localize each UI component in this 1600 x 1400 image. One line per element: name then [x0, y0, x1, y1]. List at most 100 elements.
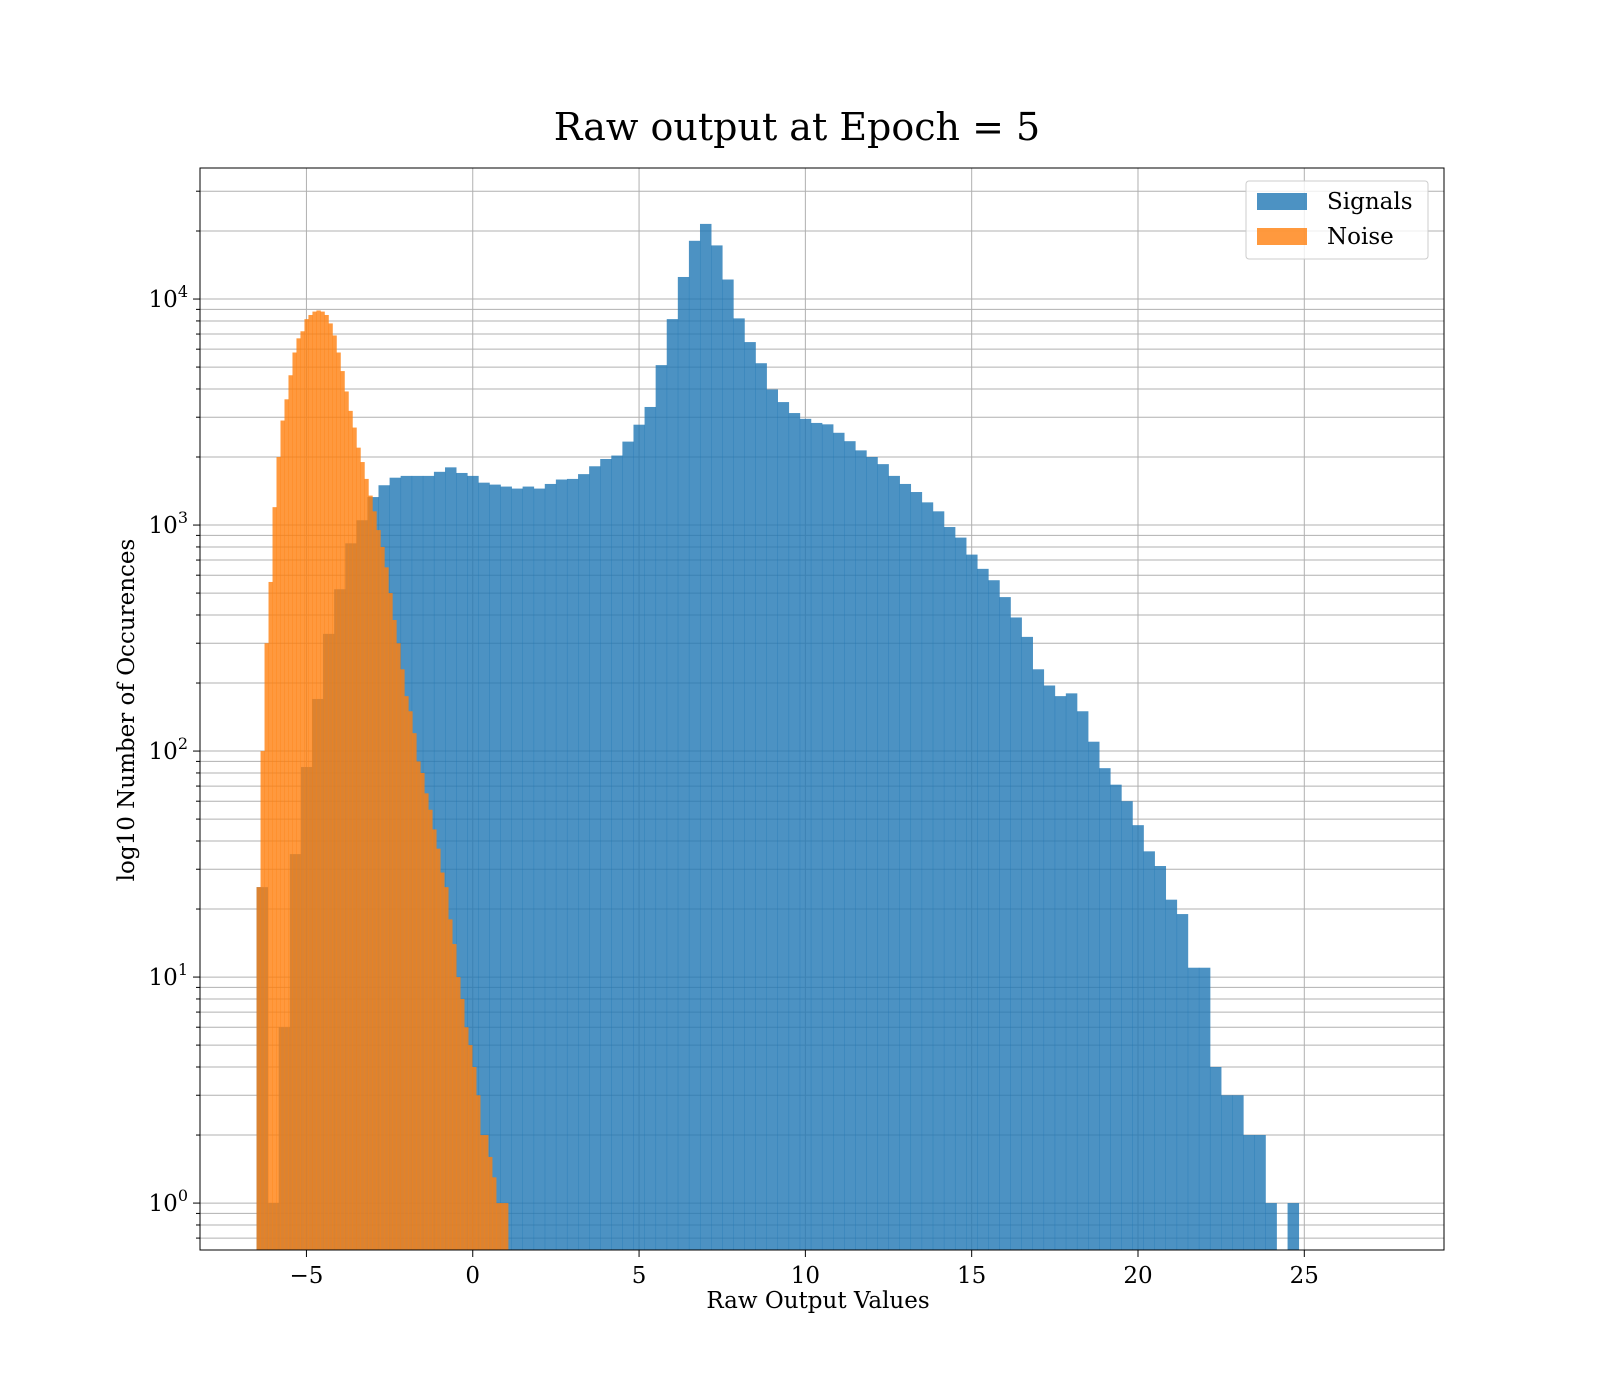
legend-swatch-noise [1257, 228, 1307, 245]
legend: Signals Noise [1245, 180, 1429, 260]
bar-signals [478, 482, 490, 1250]
bar-noise [300, 331, 305, 1251]
bar-signals [888, 475, 900, 1250]
bar-signals [899, 483, 912, 1251]
bar-signals [855, 450, 867, 1250]
bar-noise [376, 530, 381, 1250]
y-axis-ticks: 100 101 102 103 104 [149, 190, 200, 1239]
bar-signals [555, 479, 568, 1251]
y-axis-label: log10 Number of Occurences [114, 539, 140, 882]
bar-noise [496, 1203, 501, 1250]
legend-swatch-signals [1257, 193, 1307, 210]
y-tick-label: 102 [149, 734, 188, 765]
bar-noise [260, 751, 265, 1250]
bar-noise [364, 478, 369, 1250]
bar-noise [348, 410, 353, 1250]
bar-signals [699, 223, 712, 1250]
bar-noise [272, 507, 277, 1250]
bar-signals [1032, 669, 1045, 1250]
bar-noise [380, 546, 385, 1250]
bar-signals [744, 342, 756, 1250]
bar-signals [622, 441, 634, 1250]
bar-signals [943, 527, 956, 1250]
y-tick-label: 104 [149, 282, 188, 313]
bar-signals [766, 389, 778, 1250]
bar-noise [440, 872, 445, 1250]
bar-signals [1209, 1067, 1222, 1250]
bar-signals [511, 488, 524, 1251]
bar-signals [1065, 693, 1078, 1250]
bar-signals [999, 597, 1011, 1250]
bar-signals [688, 240, 701, 1250]
bar-noise [368, 495, 373, 1250]
bar-signals [1099, 768, 1111, 1250]
bar-signals [810, 422, 823, 1251]
bar-noise [288, 375, 293, 1250]
bar-signals [932, 511, 945, 1250]
bar-noise [428, 809, 433, 1250]
bar-noise [448, 919, 453, 1250]
bar-noise [488, 1156, 493, 1250]
bar-noise [388, 593, 393, 1250]
bar-noise [304, 319, 309, 1251]
chart-title: Raw output at Epoch = 5 [554, 105, 1040, 149]
bar-noise [280, 420, 285, 1251]
bar-noise [460, 998, 465, 1250]
bar-signals [666, 319, 679, 1251]
bar-noise [276, 457, 281, 1251]
bar-signals [1187, 967, 1200, 1250]
bar-noise [352, 427, 357, 1250]
bar-noise [404, 696, 409, 1250]
bar-signals [500, 486, 512, 1250]
bar-signals [633, 424, 645, 1250]
bar-signals [788, 413, 801, 1250]
bar-noise [312, 311, 317, 1250]
x-tick-label: −5 [289, 1263, 323, 1289]
bar-signals [1198, 967, 1211, 1250]
bar-noise [320, 311, 325, 1250]
bar-signals [733, 318, 745, 1250]
bar-signals [655, 365, 668, 1250]
bar-noise [424, 793, 429, 1250]
bar-noise [296, 338, 301, 1251]
bar-signals [921, 502, 934, 1250]
bar-signals [799, 418, 812, 1250]
bar-signals [1010, 617, 1022, 1250]
bar-signals [1265, 1203, 1277, 1250]
bar-signals [988, 580, 1000, 1250]
bar-noise [284, 399, 289, 1251]
bar-signals [821, 424, 834, 1250]
legend-label-noise: Noise [1327, 224, 1394, 250]
bar-noise [384, 567, 389, 1250]
bar-signals [1176, 914, 1189, 1250]
x-axis-ticks: −5 0 5 10 15 20 25 [289, 1250, 1319, 1289]
bar-signals [522, 486, 535, 1250]
bar-noise [264, 643, 269, 1250]
noise-series [256, 310, 509, 1251]
bar-signals [844, 441, 856, 1250]
x-tick-label: 10 [791, 1263, 820, 1289]
bar-signals [1287, 1203, 1300, 1250]
bar-signals [966, 554, 978, 1250]
bar-noise [436, 848, 441, 1250]
bar-noise [408, 711, 413, 1250]
bar-signals [467, 475, 479, 1250]
bar-signals [677, 276, 690, 1250]
bar-signals [1143, 851, 1155, 1250]
bar-signals [977, 568, 989, 1250]
bar-signals [544, 483, 557, 1251]
bar-noise [464, 1027, 469, 1250]
bar-noise [316, 310, 321, 1250]
bar-noise [484, 1135, 489, 1250]
bar-signals [1254, 1135, 1266, 1250]
bar-signals [533, 488, 546, 1251]
bar-noise [500, 1203, 505, 1250]
bar-signals [877, 464, 889, 1250]
bar-signals [445, 467, 457, 1251]
y-tick-label: 103 [149, 508, 188, 539]
bar-signals [1110, 784, 1122, 1250]
bar-noise [292, 352, 297, 1251]
bar-noise [444, 887, 449, 1250]
bar-signals [866, 457, 878, 1251]
